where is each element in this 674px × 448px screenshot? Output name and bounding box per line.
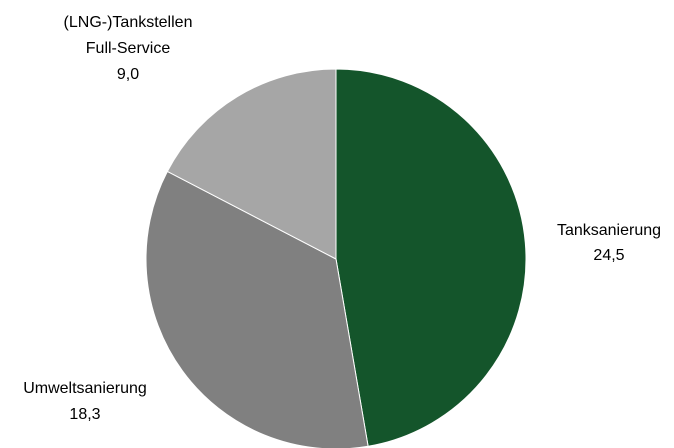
slice-label-tankstellen-line2: Full-Service [86,40,171,57]
pie-slices [145,68,527,448]
slice-tanksanierung [335,68,527,447]
slice-tankstellen-full-service [166,68,337,260]
slice-label-umweltsanierung: Umweltsanierung [23,380,147,397]
slice-label-tanksanierung: Tanksanierung [557,222,661,239]
slice-value-tanksanierung: 24,5 [593,247,624,264]
slice-value-tankstellen: 9,0 [117,66,139,83]
slice-value-umweltsanierung: 18,3 [69,406,100,423]
slice-label-tankstellen-line1: (LNG-)Tankstellen [64,14,193,31]
